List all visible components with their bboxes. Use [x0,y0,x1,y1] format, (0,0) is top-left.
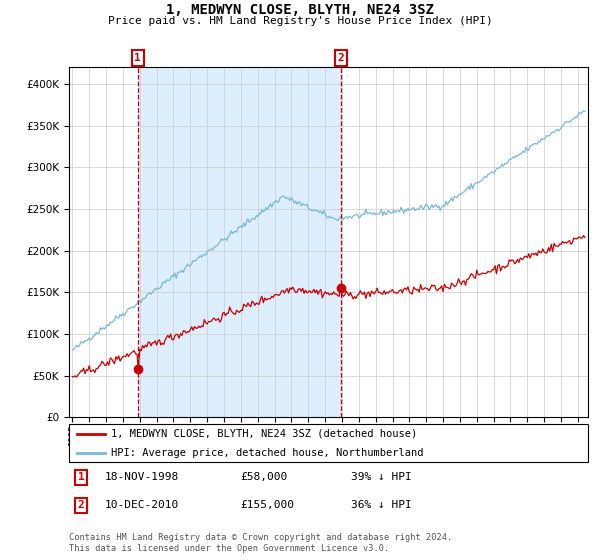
Text: £155,000: £155,000 [240,500,294,510]
Text: 1: 1 [77,472,85,482]
Text: 36% ↓ HPI: 36% ↓ HPI [351,500,412,510]
Text: Contains HM Land Registry data © Crown copyright and database right 2024.
This d: Contains HM Land Registry data © Crown c… [69,533,452,553]
Text: 1, MEDWYN CLOSE, BLYTH, NE24 3SZ: 1, MEDWYN CLOSE, BLYTH, NE24 3SZ [166,3,434,17]
Text: 1, MEDWYN CLOSE, BLYTH, NE24 3SZ (detached house): 1, MEDWYN CLOSE, BLYTH, NE24 3SZ (detach… [110,429,417,439]
Text: 2: 2 [338,53,344,63]
Text: 39% ↓ HPI: 39% ↓ HPI [351,472,412,482]
Text: Price paid vs. HM Land Registry's House Price Index (HPI): Price paid vs. HM Land Registry's House … [107,16,493,26]
Text: HPI: Average price, detached house, Northumberland: HPI: Average price, detached house, Nort… [110,448,423,458]
Text: 10-DEC-2010: 10-DEC-2010 [105,500,179,510]
Bar [138,67,341,417]
Text: 18-NOV-1998: 18-NOV-1998 [105,472,179,482]
Text: £58,000: £58,000 [240,472,287,482]
Text: 1: 1 [134,53,141,63]
Text: 2: 2 [77,500,85,510]
